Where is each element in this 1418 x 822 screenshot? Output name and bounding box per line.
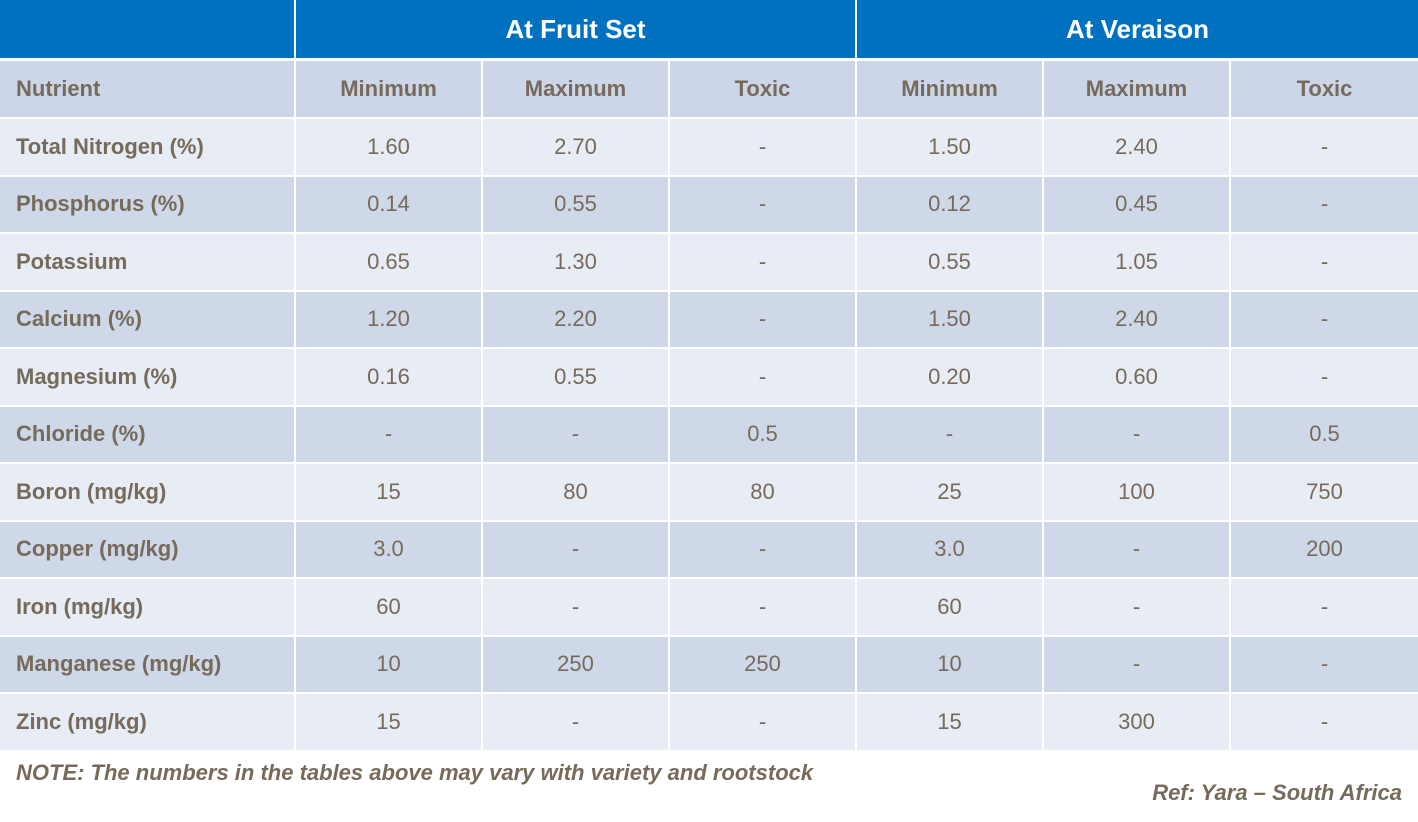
- cell-value: 0.65: [296, 234, 481, 290]
- row-label: Manganese (mg/kg): [0, 636, 294, 692]
- cell-value: 1.30: [483, 234, 668, 290]
- cell-value: -: [670, 119, 855, 175]
- cell-value: -: [1231, 119, 1418, 175]
- cell-value: 0.20: [857, 349, 1042, 405]
- cell-value: 0.55: [857, 234, 1042, 290]
- cell-value: 750: [1231, 464, 1418, 520]
- group-header: At Fruit Set: [296, 0, 855, 58]
- cell-value: 3.0: [296, 521, 481, 577]
- cell-value: 0.5: [1231, 406, 1418, 462]
- cell-value: 60: [857, 579, 1042, 635]
- cell-value: 0.55: [483, 349, 668, 405]
- cell-value: -: [670, 291, 855, 347]
- cell-value: -: [670, 349, 855, 405]
- reference: Ref: Yara – South Africa: [1152, 780, 1402, 805]
- cell-value: -: [857, 406, 1042, 462]
- column-header: Nutrient: [0, 61, 294, 117]
- cell-value: -: [1231, 176, 1418, 232]
- cell-value: 100: [1044, 464, 1229, 520]
- cell-value: -: [670, 234, 855, 290]
- cell-value: 1.60: [296, 119, 481, 175]
- cell-value: 80: [670, 464, 855, 520]
- row-label: Potassium: [0, 234, 294, 290]
- column-header: Maximum: [483, 61, 668, 117]
- cell-value: 2.70: [483, 119, 668, 175]
- cell-value: 250: [670, 636, 855, 692]
- cell-value: 3.0: [857, 521, 1042, 577]
- cell-value: 0.45: [1044, 176, 1229, 232]
- cell-value: -: [1044, 521, 1229, 577]
- cell-value: 0.55: [483, 176, 668, 232]
- cell-value: -: [483, 406, 668, 462]
- cell-value: 0.12: [857, 176, 1042, 232]
- cell-value: -: [1231, 636, 1418, 692]
- column-header: Minimum: [296, 61, 481, 117]
- row-label: Iron (mg/kg): [0, 579, 294, 635]
- cell-value: 80: [483, 464, 668, 520]
- cell-value: -: [1231, 349, 1418, 405]
- row-label: Magnesium (%): [0, 349, 294, 405]
- column-header: Toxic: [670, 61, 855, 117]
- column-header: Minimum: [857, 61, 1042, 117]
- cell-value: 0.60: [1044, 349, 1229, 405]
- cell-value: -: [1044, 406, 1229, 462]
- row-label: Total Nitrogen (%): [0, 119, 294, 175]
- column-header: Toxic: [1231, 61, 1418, 117]
- cell-value: 10: [296, 636, 481, 692]
- row-label: Calcium (%): [0, 291, 294, 347]
- cell-value: 25: [857, 464, 1042, 520]
- group-header: At Veraison: [857, 0, 1418, 58]
- cell-value: 1.50: [857, 119, 1042, 175]
- cell-value: -: [670, 176, 855, 232]
- cell-value: -: [483, 579, 668, 635]
- corner-cell: [0, 0, 294, 58]
- cell-value: 15: [296, 694, 481, 750]
- cell-value: 1.20: [296, 291, 481, 347]
- cell-value: 15: [296, 464, 481, 520]
- cell-value: 0.16: [296, 349, 481, 405]
- cell-value: -: [670, 694, 855, 750]
- cell-value: 0.5: [670, 406, 855, 462]
- cell-value: 1.05: [1044, 234, 1229, 290]
- cell-value: -: [296, 406, 481, 462]
- cell-value: -: [1044, 579, 1229, 635]
- cell-value: -: [670, 579, 855, 635]
- cell-value: 200: [1231, 521, 1418, 577]
- row-label: Zinc (mg/kg): [0, 694, 294, 750]
- cell-value: -: [483, 521, 668, 577]
- cell-value: 10: [857, 636, 1042, 692]
- row-label: Chloride (%): [0, 406, 294, 462]
- cell-value: 1.50: [857, 291, 1042, 347]
- cell-value: -: [1231, 579, 1418, 635]
- cell-value: -: [1044, 636, 1229, 692]
- column-header: Maximum: [1044, 61, 1229, 117]
- cell-value: 250: [483, 636, 668, 692]
- cell-value: 15: [857, 694, 1042, 750]
- cell-value: -: [483, 694, 668, 750]
- cell-value: 2.40: [1044, 291, 1229, 347]
- cell-value: 0.14: [296, 176, 481, 232]
- cell-value: 60: [296, 579, 481, 635]
- cell-value: -: [1231, 234, 1418, 290]
- cell-value: 2.40: [1044, 119, 1229, 175]
- row-label: Phosphorus (%): [0, 176, 294, 232]
- cell-value: 2.20: [483, 291, 668, 347]
- note: NOTE: The numbers in the tables above ma…: [16, 760, 814, 785]
- row-label: Copper (mg/kg): [0, 521, 294, 577]
- cell-value: -: [1231, 694, 1418, 750]
- cell-value: -: [670, 521, 855, 577]
- cell-value: 300: [1044, 694, 1229, 750]
- cell-value: -: [1231, 291, 1418, 347]
- row-label: Boron (mg/kg): [0, 464, 294, 520]
